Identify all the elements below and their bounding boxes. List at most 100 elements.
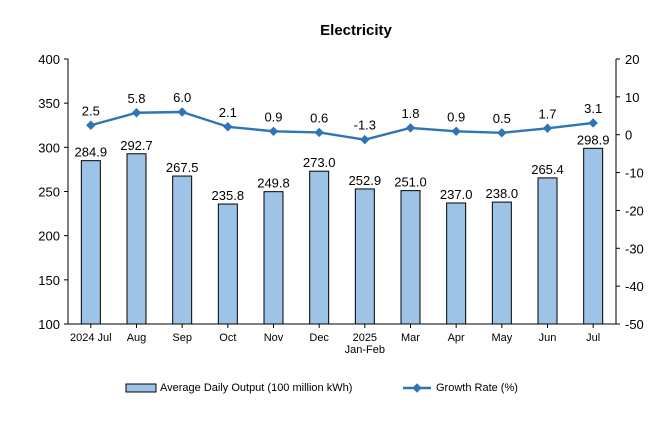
x-tick-label: 2025 Jan-Feb <box>345 332 385 356</box>
output-bar <box>400 190 421 325</box>
output-bar-label: 237.0 <box>440 187 473 202</box>
output-bar-label: 249.8 <box>257 176 290 191</box>
output-bar-label: 267.5 <box>166 160 199 175</box>
growth-rate-label: 1.7 <box>538 106 556 121</box>
x-tick-label: Jul <box>586 332 600 344</box>
growth-rate-label: 6.0 <box>173 90 191 105</box>
growth-rate-label: 3.1 <box>584 101 602 116</box>
x-tick-label: Aug <box>127 332 147 344</box>
legend-bar-label: Average Daily Output (100 million kWh) <box>160 382 352 394</box>
left-tick-label: 200 <box>38 229 60 244</box>
output-bar-label: 273.0 <box>303 155 336 170</box>
right-tick-label: 20 <box>625 52 639 67</box>
bar-series <box>80 147 604 325</box>
right-tick-label: 0 <box>625 128 632 143</box>
legend: Average Daily Output (100 million kWh) Gr… <box>125 382 518 394</box>
output-bar <box>217 203 238 325</box>
x-tick-label: Jun <box>539 332 557 344</box>
output-bar-label: 298.9 <box>577 132 610 147</box>
right-tick-label: 10 <box>625 90 639 105</box>
x-tick-label-line: Mar <box>401 332 420 344</box>
growth-rate-marker <box>405 123 416 133</box>
growth-rate-marker <box>131 108 142 118</box>
growth-rate-label: 0.9 <box>264 109 282 124</box>
output-bar <box>537 177 558 325</box>
right-tick-label: -30 <box>625 241 644 256</box>
right-tick-label: -20 <box>625 203 644 218</box>
x-tick-label-line: Jun <box>539 332 557 344</box>
x-tick-label-line: Dec <box>309 332 329 344</box>
growth-rate-label: 2.5 <box>82 103 100 118</box>
left-tick-label: 300 <box>38 140 60 155</box>
left-tick-label: 100 <box>38 317 60 332</box>
growth-rate-line <box>90 110 594 141</box>
left-tick-label: 150 <box>38 273 60 288</box>
chart-title: Electricity <box>320 22 392 39</box>
x-tick-label-line: Oct <box>219 332 236 344</box>
output-bar <box>172 175 193 325</box>
growth-rate-value-labels: 2.5 5.8 6.0 2.1 0.9 0.6 -1.3 1.8 0.9 0.5 1.7 3.1 <box>82 90 602 133</box>
legend-line-label: Growth Rate (%) <box>436 382 518 394</box>
plot-frame <box>67 59 617 325</box>
left-tick-label: 400 <box>38 52 60 67</box>
growth-rate-label: 0.6 <box>310 110 328 125</box>
legend-bar-swatch <box>125 383 157 393</box>
left-tick-label: 250 <box>38 185 60 200</box>
growth-rate-marker <box>542 123 553 133</box>
x-tick-label-line: May <box>491 332 512 344</box>
x-tick-label: Oct <box>219 332 236 344</box>
growth-rate-label: 2.1 <box>219 105 237 120</box>
right-tick-label: -40 <box>625 279 644 294</box>
output-bar-label: 251.0 <box>394 175 427 190</box>
growth-rate-label: -1.3 <box>354 118 376 133</box>
output-bar-label: 238.0 <box>486 186 519 201</box>
x-tick-label-line: Jan-Feb <box>345 344 385 356</box>
right-tick-label: -10 <box>625 166 644 181</box>
growth-rate-line-series <box>86 107 598 145</box>
growth-rate-label: 0.9 <box>447 109 465 124</box>
x-tick-label-line: Sep <box>172 332 192 344</box>
x-tick-label-line: 2025 <box>353 332 377 344</box>
growth-rate-marker <box>314 127 324 138</box>
output-bar-label: 252.9 <box>349 173 382 188</box>
growth-rate-marker <box>268 126 279 137</box>
left-axis-ticks: 400 350 300 250 200 150 100 <box>38 52 68 332</box>
right-axis-ticks: 20 10 0 -10 -20 -30 -40 -50 <box>616 52 644 332</box>
x-tick-label: Sep <box>172 332 192 344</box>
growth-rate-label: 0.5 <box>493 111 511 126</box>
growth-rate-marker <box>177 107 187 117</box>
x-tick-label: Apr <box>448 332 465 344</box>
output-bar <box>354 188 375 325</box>
growth-rate-marker <box>588 118 598 128</box>
growth-rate-label: 5.8 <box>127 91 145 106</box>
output-bar <box>491 201 512 325</box>
x-tick-label: Nov <box>264 332 284 344</box>
output-bar-label: 284.9 <box>75 145 108 160</box>
output-bar <box>583 147 604 325</box>
x-tick-label: 2024 Jul <box>70 332 112 344</box>
output-bar <box>446 202 467 325</box>
output-bar-label: 265.4 <box>531 162 564 177</box>
output-bar <box>263 191 284 325</box>
output-bar <box>80 160 101 325</box>
growth-rate-marker <box>360 134 370 145</box>
x-tick-label-line: Jul <box>586 332 600 344</box>
x-tick-label-line: Aug <box>127 332 147 344</box>
left-tick-label: 350 <box>38 96 60 111</box>
output-bar <box>309 170 330 325</box>
growth-rate-marker <box>86 120 96 130</box>
x-tick-label: Mar <box>401 332 420 344</box>
output-bar-label: 235.8 <box>212 188 245 203</box>
x-tick-label: May <box>491 332 512 344</box>
x-tick-label-line: 2024 Jul <box>70 332 112 344</box>
x-tick-label-line: Apr <box>448 332 465 344</box>
x-tick-label: Dec <box>309 332 329 344</box>
output-bar <box>126 153 147 325</box>
bar-value-labels: 284.9 292.7 267.5 235.8 249.8 273.0 252.9 251.0… <box>75 132 610 203</box>
x-tick-label-line: Nov <box>264 332 284 344</box>
output-bar-label: 292.7 <box>120 138 153 153</box>
x-axis-ticks: 2024 Jul Aug Sep Oct Nov Dec 2025 Jan-Feb Mar Apr… <box>70 324 600 356</box>
growth-rate-marker <box>223 122 233 132</box>
